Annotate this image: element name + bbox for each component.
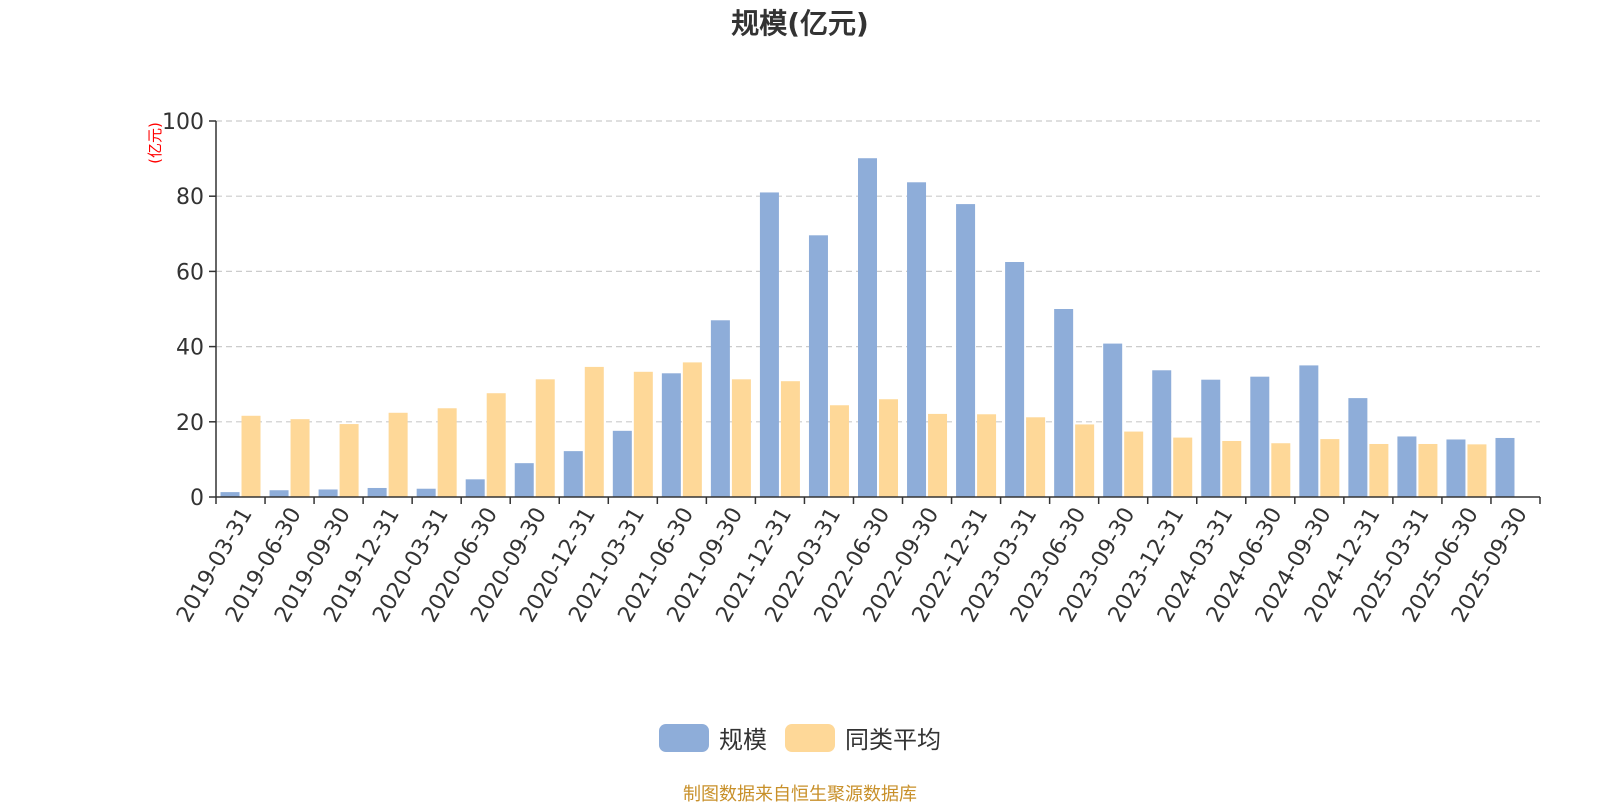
bar-scale[interactable] (465, 479, 485, 497)
y-tick-label: 60 (176, 260, 204, 285)
bar-scale[interactable] (858, 158, 877, 497)
bar-peer-average[interactable] (829, 405, 849, 497)
bar-peer-average[interactable] (879, 399, 898, 497)
bar-peer-average[interactable] (1222, 440, 1242, 497)
bar-scale[interactable] (269, 490, 289, 497)
bar-scale[interactable] (907, 182, 927, 497)
legend-item-scale[interactable]: 规模 (659, 720, 767, 755)
bar-scale[interactable] (1152, 370, 1172, 497)
bar-peer-average[interactable] (1026, 417, 1046, 497)
bar-scale[interactable] (367, 487, 387, 497)
bar-peer-average[interactable] (241, 415, 261, 497)
bar-scale[interactable] (710, 320, 730, 497)
bars (220, 158, 1515, 497)
bar-scale[interactable] (220, 492, 240, 497)
legend-label-scale: 规模 (719, 726, 767, 754)
bar-peer-average[interactable] (290, 419, 310, 497)
chart-title: 规模(亿元) (731, 7, 869, 40)
axes: 0204060801002019-03-312019-06-302019-09-… (162, 110, 1541, 627)
bar-peer-average[interactable] (1173, 437, 1193, 497)
legend-swatch-peer-average (785, 723, 835, 752)
bar-peer-average[interactable] (437, 408, 457, 497)
bar-scale[interactable] (1446, 439, 1466, 497)
bar-scale[interactable] (759, 192, 779, 497)
bar-peer-average[interactable] (1369, 443, 1389, 497)
legend: 规模 同类平均 (0, 720, 1600, 755)
bar-peer-average[interactable] (1124, 431, 1144, 497)
y-tick-label: 40 (176, 336, 204, 361)
bar-peer-average[interactable] (977, 414, 997, 497)
bar-scale[interactable] (612, 430, 632, 497)
bar-peer-average[interactable] (1467, 444, 1487, 497)
bar-scale[interactable] (563, 451, 583, 497)
legend-item-peer-average[interactable]: 同类平均 (785, 720, 941, 755)
legend-label-peer-average: 同类平均 (845, 726, 941, 754)
bar-peer-average[interactable] (780, 381, 800, 497)
bar-peer-average[interactable] (1271, 443, 1291, 497)
bar-peer-average[interactable] (731, 379, 751, 497)
bar-scale[interactable] (1054, 309, 1074, 497)
bar-scale[interactable] (1103, 343, 1123, 497)
bar-peer-average[interactable] (682, 362, 702, 497)
bar-scale[interactable] (956, 204, 976, 497)
bar-peer-average[interactable] (535, 379, 555, 497)
bar-peer-average[interactable] (486, 393, 506, 497)
bar-peer-average[interactable] (1418, 443, 1438, 497)
bar-scale[interactable] (1005, 262, 1025, 497)
bar-scale[interactable] (1348, 398, 1368, 497)
bar-peer-average[interactable] (633, 371, 653, 497)
bar-scale[interactable] (1250, 376, 1270, 497)
bar-peer-average[interactable] (1075, 424, 1095, 497)
bar-scale[interactable] (808, 235, 828, 497)
bar-scale[interactable] (1299, 365, 1319, 497)
bar-scale[interactable] (416, 488, 436, 497)
y-tick-label: 100 (162, 110, 204, 135)
legend-swatch-scale (659, 723, 709, 752)
y-tick-label: 20 (176, 411, 204, 436)
y-axis-unit-label: (亿元) (146, 122, 164, 164)
bar-peer-average[interactable] (928, 413, 948, 497)
bar-scale[interactable] (661, 373, 681, 497)
bar-peer-average[interactable] (1320, 439, 1340, 497)
source-note: 制图数据来自恒生聚源数据库 (683, 784, 917, 805)
bar-peer-average[interactable] (388, 412, 408, 497)
y-tick-label: 80 (176, 185, 204, 210)
bar-peer-average[interactable] (339, 424, 359, 497)
bar-scale[interactable] (514, 463, 534, 497)
bar-scale[interactable] (1201, 379, 1221, 497)
bar-scale[interactable] (1397, 436, 1417, 497)
bar-peer-average[interactable] (584, 366, 604, 497)
y-tick-label: 0 (190, 486, 204, 511)
bar-scale[interactable] (318, 489, 338, 497)
bar-scale[interactable] (1495, 437, 1515, 497)
grid-lines (216, 120, 1540, 423)
